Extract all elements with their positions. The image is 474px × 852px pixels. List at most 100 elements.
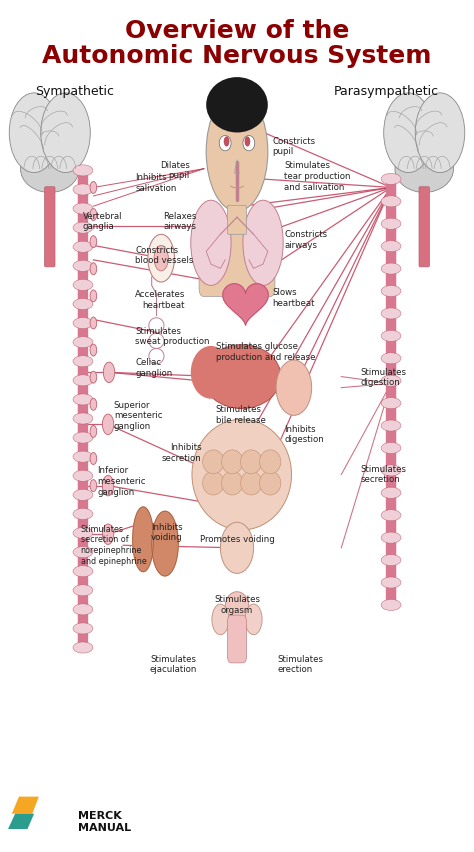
Ellipse shape bbox=[73, 623, 93, 634]
Ellipse shape bbox=[381, 308, 401, 319]
Text: Relaxes
airways: Relaxes airways bbox=[164, 211, 197, 232]
Circle shape bbox=[102, 414, 114, 435]
Circle shape bbox=[90, 344, 97, 356]
Ellipse shape bbox=[381, 375, 401, 386]
Ellipse shape bbox=[259, 450, 281, 474]
Circle shape bbox=[90, 371, 97, 383]
Polygon shape bbox=[12, 797, 39, 814]
Text: MANUAL: MANUAL bbox=[78, 823, 131, 833]
Ellipse shape bbox=[225, 591, 249, 621]
Text: Inhibits
digestion: Inhibits digestion bbox=[284, 424, 324, 445]
Ellipse shape bbox=[73, 184, 93, 195]
Circle shape bbox=[90, 425, 97, 437]
Ellipse shape bbox=[381, 285, 401, 296]
FancyBboxPatch shape bbox=[45, 187, 55, 267]
Text: Promotes voiding: Promotes voiding bbox=[200, 535, 274, 544]
FancyBboxPatch shape bbox=[228, 615, 246, 663]
Ellipse shape bbox=[192, 419, 292, 530]
Text: Overview of the: Overview of the bbox=[125, 19, 349, 43]
Text: Stimulates
secretion of
norepinephrine
and epinephrine: Stimulates secretion of norepinephrine a… bbox=[81, 525, 146, 566]
Ellipse shape bbox=[243, 135, 255, 151]
Ellipse shape bbox=[73, 584, 93, 596]
Ellipse shape bbox=[20, 146, 79, 193]
Ellipse shape bbox=[381, 487, 401, 498]
Ellipse shape bbox=[73, 375, 93, 386]
Text: Stimulates
ejaculation: Stimulates ejaculation bbox=[149, 654, 197, 675]
Text: Vertebral
ganglia: Vertebral ganglia bbox=[83, 211, 122, 232]
Ellipse shape bbox=[259, 471, 281, 495]
Ellipse shape bbox=[240, 471, 262, 495]
Circle shape bbox=[212, 604, 229, 635]
Polygon shape bbox=[8, 814, 34, 829]
Ellipse shape bbox=[73, 355, 93, 366]
Ellipse shape bbox=[73, 509, 93, 520]
FancyBboxPatch shape bbox=[419, 187, 429, 267]
Ellipse shape bbox=[276, 360, 311, 415]
Text: Celiac
ganglion: Celiac ganglion bbox=[135, 358, 173, 378]
Circle shape bbox=[245, 604, 262, 635]
Ellipse shape bbox=[381, 263, 401, 274]
Text: Superior
mesenteric
ganglion: Superior mesenteric ganglion bbox=[114, 400, 162, 431]
Circle shape bbox=[102, 524, 114, 544]
Ellipse shape bbox=[73, 547, 93, 558]
Ellipse shape bbox=[73, 337, 93, 348]
Ellipse shape bbox=[203, 471, 224, 495]
Ellipse shape bbox=[415, 93, 465, 173]
Ellipse shape bbox=[395, 146, 454, 193]
Ellipse shape bbox=[381, 218, 401, 229]
Circle shape bbox=[90, 452, 97, 464]
Text: Accelerates
heartbeat: Accelerates heartbeat bbox=[135, 290, 185, 310]
Ellipse shape bbox=[381, 442, 401, 453]
Text: Constricts
airways: Constricts airways bbox=[284, 230, 328, 250]
Text: Inferior
mesenteric
ganglion: Inferior mesenteric ganglion bbox=[97, 466, 146, 497]
Ellipse shape bbox=[381, 196, 401, 207]
Text: Parasympathetic: Parasympathetic bbox=[333, 84, 438, 98]
Polygon shape bbox=[223, 284, 268, 325]
Ellipse shape bbox=[73, 527, 93, 538]
Ellipse shape bbox=[73, 432, 93, 443]
Ellipse shape bbox=[73, 164, 93, 176]
Ellipse shape bbox=[73, 451, 93, 462]
Circle shape bbox=[154, 245, 168, 271]
Text: Stimulates glucose
production and release: Stimulates glucose production and releas… bbox=[216, 342, 315, 362]
Circle shape bbox=[90, 480, 97, 492]
Text: Stimulates
orgasm: Stimulates orgasm bbox=[214, 595, 260, 615]
Ellipse shape bbox=[383, 93, 433, 173]
Text: MERCK: MERCK bbox=[78, 811, 122, 821]
Ellipse shape bbox=[73, 394, 93, 405]
Ellipse shape bbox=[41, 93, 90, 173]
Circle shape bbox=[90, 181, 97, 193]
Circle shape bbox=[90, 262, 97, 274]
Ellipse shape bbox=[381, 509, 401, 521]
Ellipse shape bbox=[73, 260, 93, 271]
Circle shape bbox=[90, 209, 97, 221]
Ellipse shape bbox=[381, 600, 401, 610]
Text: Sympathetic: Sympathetic bbox=[36, 84, 115, 98]
Ellipse shape bbox=[221, 450, 243, 474]
Ellipse shape bbox=[381, 240, 401, 251]
Circle shape bbox=[90, 399, 97, 411]
Text: Inhibits
salivation: Inhibits salivation bbox=[135, 173, 176, 193]
Ellipse shape bbox=[381, 577, 401, 588]
Text: Inhibits
secretion: Inhibits secretion bbox=[162, 443, 201, 463]
Ellipse shape bbox=[73, 279, 93, 291]
Text: Constricts
pupil: Constricts pupil bbox=[273, 136, 316, 157]
Ellipse shape bbox=[73, 604, 93, 615]
Ellipse shape bbox=[73, 318, 93, 329]
Text: Inhibits
voiding: Inhibits voiding bbox=[151, 522, 182, 543]
Ellipse shape bbox=[206, 78, 268, 133]
Polygon shape bbox=[152, 511, 178, 576]
Text: Slows
heartbeat: Slows heartbeat bbox=[273, 288, 315, 308]
Circle shape bbox=[102, 475, 114, 496]
Ellipse shape bbox=[381, 465, 401, 476]
Ellipse shape bbox=[73, 298, 93, 309]
Text: Autonomic Nervous System: Autonomic Nervous System bbox=[42, 44, 432, 68]
Ellipse shape bbox=[243, 200, 283, 285]
Circle shape bbox=[90, 290, 97, 302]
Ellipse shape bbox=[202, 344, 281, 408]
FancyBboxPatch shape bbox=[386, 178, 396, 606]
Ellipse shape bbox=[381, 398, 401, 409]
Ellipse shape bbox=[221, 471, 243, 495]
Ellipse shape bbox=[381, 331, 401, 342]
Ellipse shape bbox=[73, 203, 93, 214]
